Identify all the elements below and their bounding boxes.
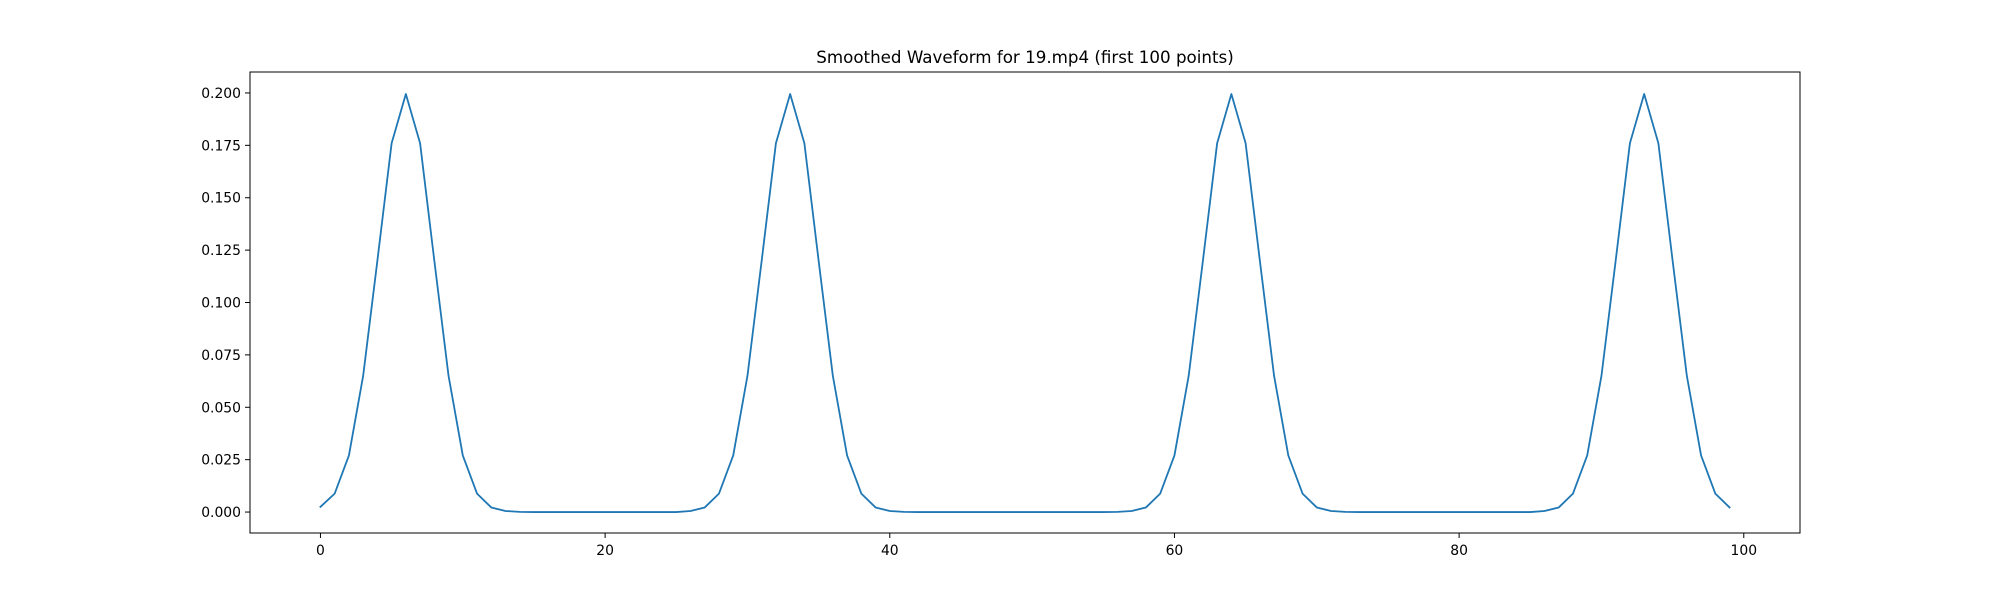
waveform-series-line [319,93,1731,513]
y-tick-label: 0.125 [201,243,241,259]
x-tick-label: 0 [316,543,325,559]
y-tick-label: 0.000 [201,505,241,521]
y-tick-label: 0.175 [201,138,241,154]
y-tick-label: 0.150 [201,191,241,207]
axis-ticks: 0 20 40 60 80 100 0.000 0.025 0.050 0.075 0.100 0.1… [201,86,1757,559]
y-tick-label: 0.200 [201,86,241,102]
y-tick-label: 0.100 [201,296,241,312]
plot-area-frame [249,71,1801,534]
y-tick-label: 0.075 [201,348,241,364]
x-tick-label: 40 [881,543,899,559]
y-tick-label: 0.025 [201,453,241,469]
chart-title: Smoothed Waveform for 19.mp4 (first 100 … [816,47,1233,67]
x-tick-label: 60 [1166,543,1184,559]
x-tick-label: 100 [1731,543,1758,559]
y-tick-label: 0.050 [201,400,241,416]
x-tick-label: 80 [1450,543,1468,559]
x-tick-label: 20 [596,543,614,559]
